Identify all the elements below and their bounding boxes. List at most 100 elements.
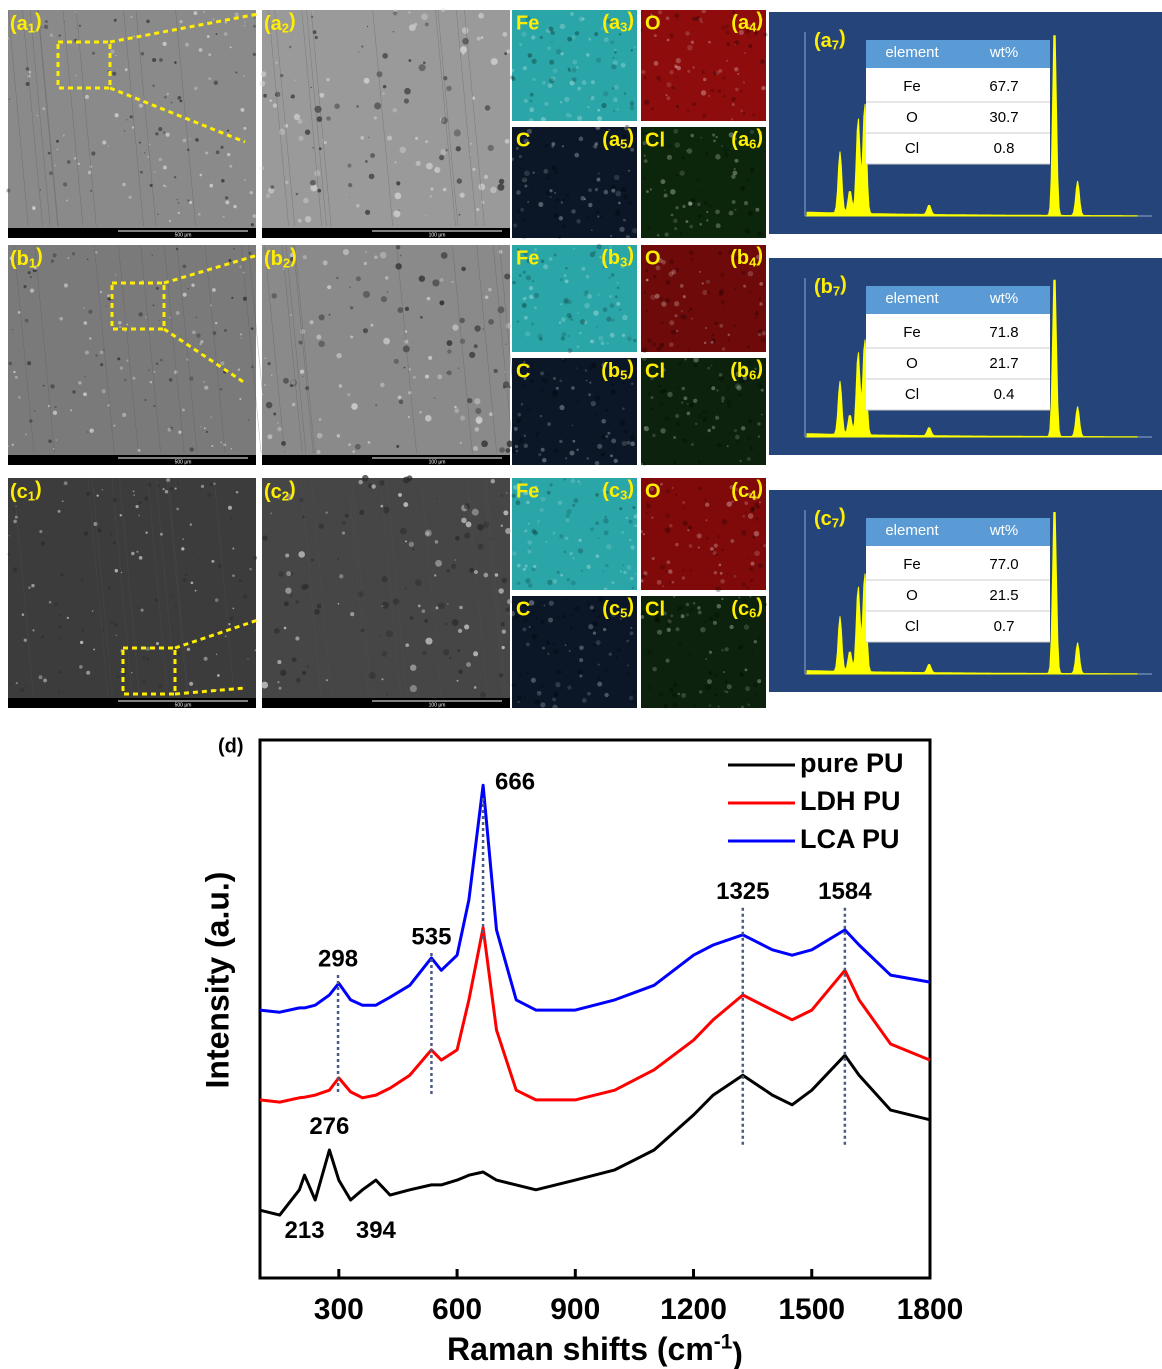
map-texture bbox=[744, 52, 746, 54]
map-texture bbox=[512, 281, 515, 284]
sem-texture bbox=[79, 25, 81, 27]
map-texture bbox=[634, 515, 638, 519]
sem-texture bbox=[114, 425, 116, 427]
sem-texture bbox=[370, 324, 373, 327]
map-texture bbox=[666, 96, 670, 100]
sem-texture bbox=[221, 179, 225, 183]
sem-texture bbox=[365, 251, 367, 253]
sem-texture bbox=[130, 115, 133, 118]
map-texture bbox=[665, 527, 671, 533]
map-texture bbox=[548, 618, 553, 623]
sem-texture bbox=[329, 314, 331, 316]
map-texture bbox=[682, 218, 684, 220]
map-texture bbox=[722, 519, 727, 524]
map-texture bbox=[748, 36, 750, 38]
map-texture bbox=[738, 645, 743, 650]
label-part: ) bbox=[627, 358, 634, 380]
label-part: (b bbox=[601, 360, 620, 382]
map-texture bbox=[559, 440, 562, 443]
map-texture bbox=[611, 64, 616, 69]
map-texture bbox=[604, 587, 608, 591]
map-texture bbox=[561, 201, 563, 203]
map-texture bbox=[759, 501, 761, 503]
sem-texture bbox=[267, 362, 270, 365]
map-texture bbox=[585, 215, 590, 220]
x-tick-label: 1500 bbox=[778, 1293, 845, 1326]
map-texture bbox=[635, 513, 637, 515]
map-texture bbox=[734, 168, 736, 170]
sem-texture bbox=[175, 487, 177, 489]
map-texture bbox=[557, 670, 562, 675]
map-texture bbox=[590, 527, 594, 531]
sem-texture bbox=[145, 399, 147, 401]
sem-texture bbox=[505, 139, 510, 144]
sem-texture bbox=[11, 444, 14, 447]
table-cell: 67.7 bbox=[989, 78, 1018, 95]
map-texture bbox=[754, 551, 760, 557]
label-part: 5 bbox=[620, 137, 627, 152]
map-texture bbox=[721, 598, 723, 600]
sem-texture bbox=[310, 87, 311, 88]
sem-texture bbox=[305, 130, 310, 135]
map-texture bbox=[529, 107, 534, 112]
sem-texture bbox=[502, 578, 507, 583]
sem-texture bbox=[156, 642, 159, 645]
map-texture bbox=[721, 400, 724, 403]
sem-texture bbox=[264, 384, 265, 385]
sem-texture bbox=[203, 11, 205, 13]
map-texture bbox=[711, 341, 714, 344]
sem-texture bbox=[237, 567, 239, 569]
map-texture bbox=[758, 117, 760, 119]
sem-texture bbox=[44, 25, 48, 29]
map-texture bbox=[676, 330, 678, 332]
map-texture bbox=[683, 506, 685, 508]
map-texture bbox=[534, 293, 540, 299]
map-texture bbox=[522, 303, 527, 308]
map-texture bbox=[577, 312, 579, 314]
sem-texture bbox=[160, 533, 163, 536]
label-part: (b bbox=[601, 247, 620, 269]
sem-texture bbox=[182, 538, 184, 540]
map-texture bbox=[525, 565, 528, 568]
sem-texture bbox=[355, 444, 361, 450]
sem-texture bbox=[364, 78, 370, 84]
map-texture bbox=[629, 539, 631, 541]
sem-texture bbox=[156, 287, 159, 290]
sem-texture bbox=[410, 685, 417, 692]
sem-texture bbox=[162, 488, 164, 490]
map-texture bbox=[619, 308, 621, 310]
map-texture bbox=[602, 570, 604, 572]
sem-texture bbox=[501, 622, 505, 626]
label-part: (b bbox=[730, 360, 749, 382]
map-texture bbox=[606, 544, 611, 549]
map-texture bbox=[688, 311, 690, 313]
sem-texture bbox=[158, 127, 162, 131]
map-texture bbox=[603, 91, 609, 97]
sem-texture bbox=[160, 359, 163, 362]
sem-texture bbox=[452, 324, 458, 330]
map-texture bbox=[740, 186, 745, 191]
map-texture bbox=[707, 367, 710, 370]
panel-label: (a6) bbox=[731, 127, 763, 152]
map-texture bbox=[702, 282, 704, 284]
map-texture bbox=[568, 316, 573, 321]
sem-texture bbox=[443, 649, 449, 655]
sem-texture bbox=[97, 528, 101, 532]
map-texture bbox=[617, 282, 619, 284]
sem-texture bbox=[110, 533, 112, 535]
sem-texture bbox=[296, 678, 301, 683]
sem-texture bbox=[292, 403, 296, 407]
sem-texture bbox=[30, 276, 32, 278]
map-texture bbox=[565, 193, 569, 197]
map-texture bbox=[573, 174, 575, 176]
map-texture bbox=[680, 684, 682, 686]
map-texture bbox=[716, 587, 721, 592]
sem-texture bbox=[445, 149, 448, 152]
sem-info-bar bbox=[262, 455, 510, 465]
map-texture bbox=[714, 673, 718, 677]
sem-texture bbox=[303, 198, 309, 204]
sem-texture bbox=[290, 595, 292, 597]
sem-texture bbox=[285, 181, 289, 185]
sem-texture bbox=[182, 265, 186, 269]
map-texture bbox=[579, 645, 584, 650]
